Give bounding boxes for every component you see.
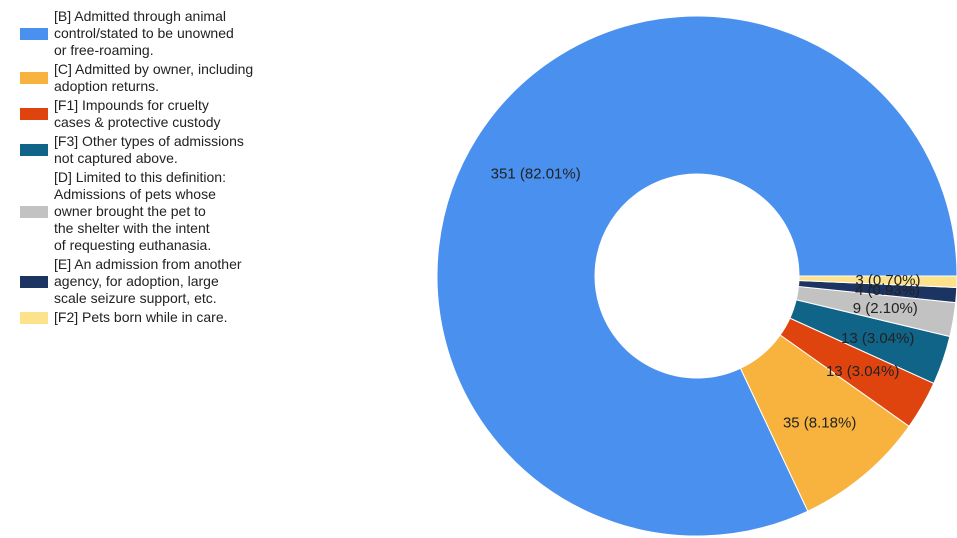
legend-label: [D] Limited to this definition: Admissio… (54, 169, 226, 253)
legend-label: [F3] Other types of admissions not captu… (54, 133, 244, 166)
slice-data-label: 4 (0.93%) (855, 282, 920, 299)
legend-swatch (20, 144, 48, 156)
legend-swatch (20, 108, 48, 120)
legend-label: [C] Admitted by owner, including adoptio… (54, 61, 254, 94)
legend-label: [F2] Pets born while in care. (54, 309, 228, 325)
legend-item[interactable]: [F2] Pets born while in care. (20, 309, 320, 326)
slice-data-label: 13 (3.04%) (841, 330, 914, 347)
legend-item[interactable]: [D] Limited to this definition: Admissio… (20, 169, 320, 254)
slice-data-label: 351 (82.01%) (491, 166, 581, 183)
pie-slice[interactable] (436, 15, 957, 537)
legend-swatch (20, 311, 48, 324)
legend-swatch (20, 205, 48, 218)
slice-data-label: 13 (3.04%) (826, 363, 899, 380)
legend-item[interactable]: [E] An admission from another agency, fo… (20, 256, 320, 307)
slice-data-label: 3 (0.70%) (855, 272, 920, 289)
legend-swatch (20, 72, 48, 84)
legend: [B] Admitted through animal control/stat… (20, 8, 320, 328)
slice-data-label: 35 (8.18%) (783, 414, 856, 431)
slice-data-label: 9 (2.10%) (853, 300, 918, 317)
legend-swatch (20, 275, 48, 288)
legend-item[interactable]: [C] Admitted by owner, including adoptio… (20, 61, 320, 95)
legend-swatch (20, 27, 48, 40)
legend-item[interactable]: [F1] Impounds for cruelty cases & protec… (20, 97, 320, 131)
legend-item[interactable]: [B] Admitted through animal control/stat… (20, 8, 320, 59)
legend-label: [B] Admitted through animal control/stat… (54, 8, 234, 58)
legend-label: [F1] Impounds for cruelty cases & protec… (54, 97, 221, 130)
legend-label: [E] An admission from another agency, fo… (54, 256, 242, 306)
legend-item[interactable]: [F3] Other types of admissions not captu… (20, 133, 320, 167)
